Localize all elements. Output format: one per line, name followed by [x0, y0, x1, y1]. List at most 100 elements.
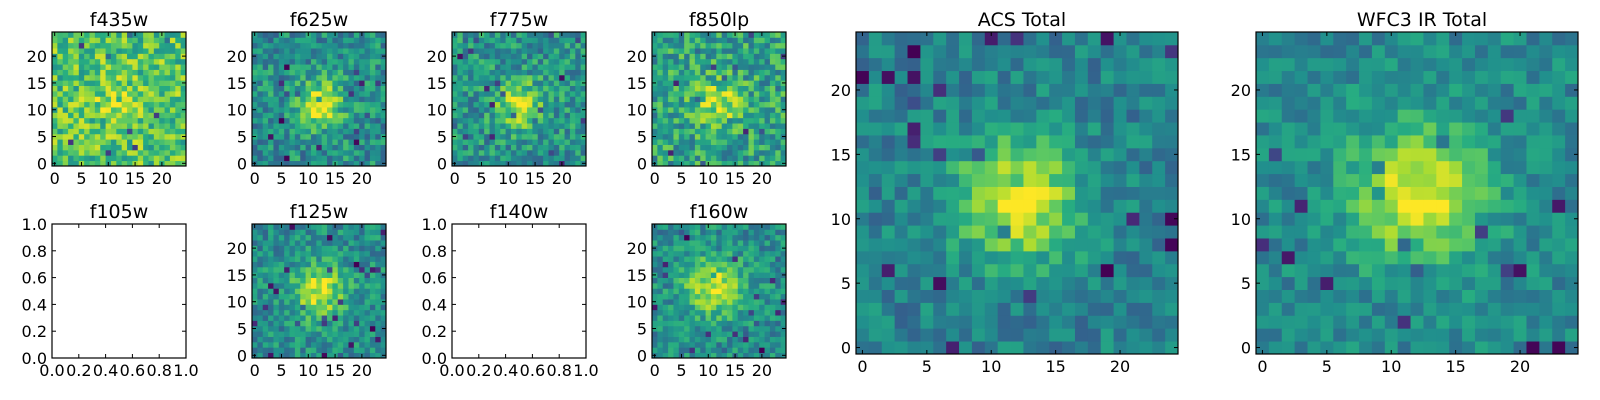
heatmap-cell — [1126, 160, 1140, 175]
heatmap-cell — [489, 58, 496, 65]
heatmap-cell — [737, 144, 744, 151]
heatmap-cell — [1165, 263, 1179, 278]
heatmap-cell — [775, 85, 782, 92]
heatmap-cell — [694, 101, 701, 108]
heatmap-cell — [332, 101, 339, 108]
heatmap-cell — [327, 299, 333, 305]
heatmap-cell — [327, 85, 333, 92]
heatmap-cell — [737, 149, 744, 156]
heatmap-cell — [1165, 289, 1179, 303]
heatmap-cell — [1139, 186, 1153, 200]
heatmap-cell — [484, 149, 490, 156]
heatmap-cell — [721, 277, 728, 284]
heatmap-cell — [732, 53, 739, 60]
heatmap-cell — [516, 69, 523, 76]
x-tick-label: 0.6 — [520, 361, 545, 380]
heatmap-cell — [494, 133, 501, 140]
heatmap-cell — [881, 135, 896, 149]
heatmap-cell — [1010, 57, 1024, 72]
heatmap-cell — [710, 250, 717, 257]
heatmap-cell — [689, 74, 696, 81]
heatmap-cell — [294, 107, 301, 113]
heatmap-cell — [732, 325, 739, 332]
heatmap-cell — [278, 266, 285, 273]
heatmap-cell — [673, 229, 680, 236]
heatmap-cell — [652, 64, 658, 70]
heatmap-cell — [273, 234, 280, 241]
heatmap-cell — [580, 123, 587, 129]
heatmap-cell — [1126, 341, 1140, 355]
heatmap-cell — [1526, 225, 1540, 239]
heatmap-cell — [657, 149, 664, 156]
heatmap-cell — [353, 42, 360, 49]
heatmap-cell — [673, 309, 680, 316]
heatmap-cell — [1062, 199, 1076, 213]
heatmap-cell — [769, 240, 776, 246]
heatmap-cell — [1307, 238, 1321, 252]
heatmap-cell — [516, 64, 523, 70]
heatmap-cell — [300, 133, 306, 140]
heatmap-cell — [959, 44, 973, 59]
heatmap-cell — [278, 117, 285, 124]
heatmap-cell — [753, 336, 760, 343]
heatmap-cell — [700, 229, 706, 236]
heatmap-cell — [257, 90, 264, 97]
heatmap-cell — [543, 107, 549, 113]
heatmap-cell — [364, 58, 371, 65]
heatmap-cell — [984, 44, 999, 59]
heatmap-cell — [700, 155, 706, 162]
heatmap-cell — [268, 282, 274, 289]
heatmap-cell — [1165, 238, 1179, 252]
heatmap-cell — [1036, 302, 1050, 316]
heatmap-cell — [575, 74, 582, 81]
heatmap-cell — [684, 347, 690, 354]
heatmap-cell — [94, 128, 101, 135]
heatmap-cell — [457, 96, 464, 103]
heatmap-cell — [1036, 212, 1050, 226]
heatmap-cell — [984, 70, 999, 84]
heatmap-cell — [997, 212, 1011, 226]
heatmap-cell — [300, 155, 306, 162]
heatmap-cell — [89, 42, 96, 49]
heatmap-cell — [462, 107, 469, 113]
heatmap-cell — [1049, 263, 1063, 278]
heatmap-cell — [375, 53, 382, 60]
heatmap-cell — [369, 74, 376, 81]
heatmap-cell — [369, 112, 376, 119]
heatmap-cell — [510, 48, 517, 54]
heatmap-cell — [132, 144, 139, 151]
heatmap-cell — [252, 149, 258, 156]
heatmap-cell — [132, 101, 139, 108]
heatmap-cell — [1126, 328, 1140, 342]
heatmap-cell — [705, 149, 712, 156]
heatmap-cell — [316, 234, 323, 241]
heatmap-cell — [984, 83, 999, 97]
heatmap-cell — [759, 144, 765, 151]
heatmap-cell — [737, 155, 744, 162]
heatmap-cell — [321, 341, 328, 348]
heatmap-cell — [721, 266, 728, 273]
heatmap-cell — [310, 80, 317, 86]
heatmap-cell — [68, 139, 74, 145]
heatmap-cell — [457, 144, 464, 151]
heatmap-cell — [537, 96, 544, 103]
heatmap-cell — [1100, 96, 1114, 110]
heatmap-cell — [705, 42, 712, 49]
heatmap-cell — [764, 336, 771, 343]
panel-title: f435w — [90, 9, 149, 31]
x-tick-label: 0.2 — [66, 361, 91, 380]
heatmap-cell — [484, 112, 490, 119]
heatmap-cell — [516, 80, 523, 86]
heatmap-cell — [748, 277, 755, 284]
heatmap-cell — [273, 352, 280, 359]
heatmap-cell — [527, 123, 533, 129]
heatmap-cell — [727, 144, 733, 151]
heatmap-cell — [1139, 32, 1153, 46]
heatmap-cell — [252, 288, 258, 295]
heatmap-cell — [148, 90, 155, 97]
heatmap-cell — [759, 229, 765, 236]
heatmap-cell — [321, 234, 328, 241]
heatmap-cell — [332, 123, 339, 129]
heatmap-cell — [348, 288, 355, 295]
heatmap-cell — [662, 149, 669, 156]
